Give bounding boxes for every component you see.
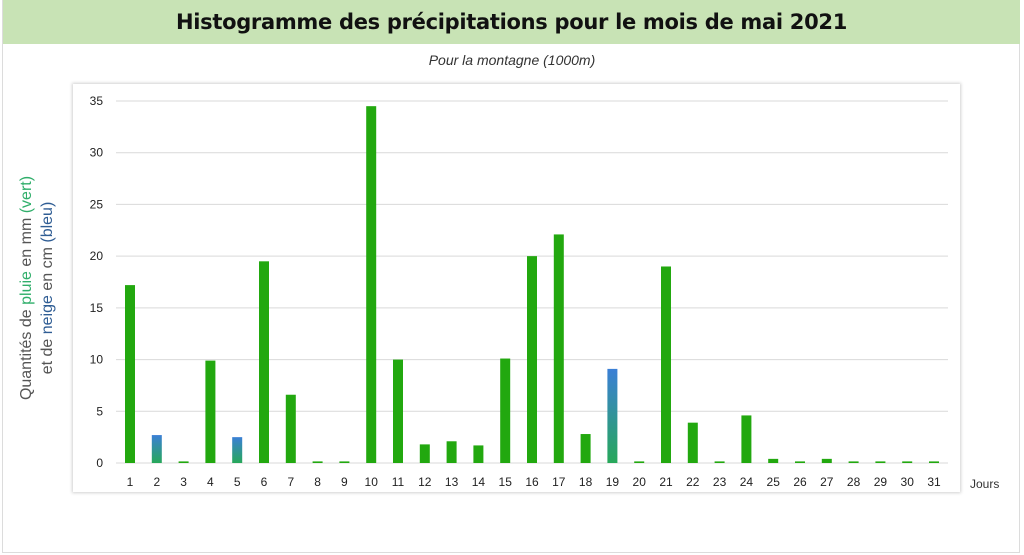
x-tick-label: 10 — [365, 475, 379, 489]
bar-rain-day-23 — [714, 461, 725, 463]
x-tick-label: 11 — [392, 475, 405, 489]
bar-rain-day-20 — [634, 461, 645, 463]
x-tick-label: 29 — [874, 475, 888, 489]
bar-rain-day-29 — [875, 461, 886, 463]
x-tick-label: 14 — [472, 475, 486, 489]
y-tick-label: 0 — [96, 456, 103, 470]
x-tick-label: 5 — [234, 475, 241, 489]
bar-rain-day-13 — [446, 441, 457, 463]
bar-rain-day-6 — [259, 261, 269, 463]
x-tick-label: 13 — [445, 475, 459, 489]
x-tick-label: 21 — [659, 475, 673, 489]
bar-rain-day-7 — [285, 394, 296, 463]
x-tick-label: 9 — [341, 475, 348, 489]
title-bar: Histogramme des précipitations pour le m… — [3, 0, 1020, 44]
x-tick-label: 7 — [287, 475, 294, 489]
bar-rain-day-15 — [500, 358, 511, 463]
bar-rain-day-8 — [312, 461, 323, 463]
bar-rain-day-14 — [473, 445, 484, 463]
bar-rain-day-25 — [768, 458, 779, 463]
bar-rain-day-27 — [821, 458, 832, 463]
x-tick-label: 15 — [499, 475, 513, 489]
bar-snow-day-2 — [151, 435, 162, 463]
bars — [125, 106, 939, 464]
y-tick-label: 25 — [90, 197, 104, 211]
x-tick-labels: 1 2 3 4 5 6 7 8 9 10 11 12 13 14 15 16 17 18 19 20 21 22 23 24 2… — [127, 475, 941, 489]
y-tick-label: 20 — [90, 249, 104, 263]
x-tick-label: 8 — [314, 475, 321, 489]
bar-rain-day-4 — [205, 360, 216, 463]
bar-rain-day-12 — [419, 444, 430, 463]
x-axis-label: Jours — [970, 477, 1000, 491]
x-tick-label: 18 — [579, 475, 593, 489]
bar-rain-day-21 — [661, 266, 671, 463]
bar-snow-day-19 — [607, 368, 618, 463]
x-tick-label: 30 — [901, 475, 915, 489]
y-tick-labels: 0 5 10 15 20 25 30 35 — [90, 94, 104, 470]
bar-rain-day-24 — [741, 415, 752, 463]
x-tick-label: 3 — [180, 475, 187, 489]
x-tick-label: 26 — [793, 475, 807, 489]
bar-rain-day-16 — [527, 256, 537, 463]
grid-lines — [116, 100, 948, 464]
x-tick-label: 17 — [552, 475, 566, 489]
x-tick-label: 22 — [686, 475, 700, 489]
x-tick-label: 23 — [713, 475, 727, 489]
plot-area — [73, 84, 960, 492]
bar-rain-day-22 — [687, 422, 698, 463]
bar-rain-day-31 — [929, 461, 939, 463]
x-tick-label: 27 — [820, 475, 834, 489]
bar-rain-day-18 — [580, 434, 591, 463]
x-tick-label: 6 — [261, 475, 268, 489]
bar-rain-day-3 — [178, 461, 189, 463]
x-tick-label: 19 — [606, 475, 620, 489]
x-tick-label: 16 — [525, 475, 539, 489]
y-tick-label: 5 — [96, 404, 103, 418]
bar-rain-day-1 — [125, 285, 135, 463]
bar-rain-day-10 — [366, 106, 377, 464]
bar-rain-day-30 — [902, 461, 913, 463]
bar-rain-day-26 — [795, 461, 805, 463]
y-tick-label: 10 — [90, 353, 104, 367]
y-tick-label: 30 — [90, 146, 104, 160]
chart-subtitle: Pour la montagne (1000m) — [428, 52, 596, 68]
bar-rain-day-17 — [553, 234, 564, 463]
x-tick-label: 25 — [767, 475, 781, 489]
bar-rain-day-28 — [848, 461, 859, 463]
chart-title: Histogramme des précipitations pour le m… — [175, 10, 848, 34]
x-tick-label: 28 — [847, 475, 861, 489]
x-tick-label: 24 — [740, 475, 754, 489]
x-tick-label: 2 — [153, 475, 160, 489]
y-tick-label: 15 — [90, 301, 104, 315]
x-tick-label: 12 — [418, 475, 432, 489]
bar-rain-day-11 — [393, 359, 403, 463]
x-tick-label: 31 — [927, 475, 941, 489]
x-tick-label: 20 — [633, 475, 647, 489]
y-tick-label: 35 — [90, 94, 104, 108]
x-tick-label: 1 — [127, 475, 134, 489]
bar-rain-day-9 — [339, 461, 350, 463]
x-tick-label: 4 — [207, 475, 214, 489]
bar-snow-day-5 — [232, 437, 243, 463]
